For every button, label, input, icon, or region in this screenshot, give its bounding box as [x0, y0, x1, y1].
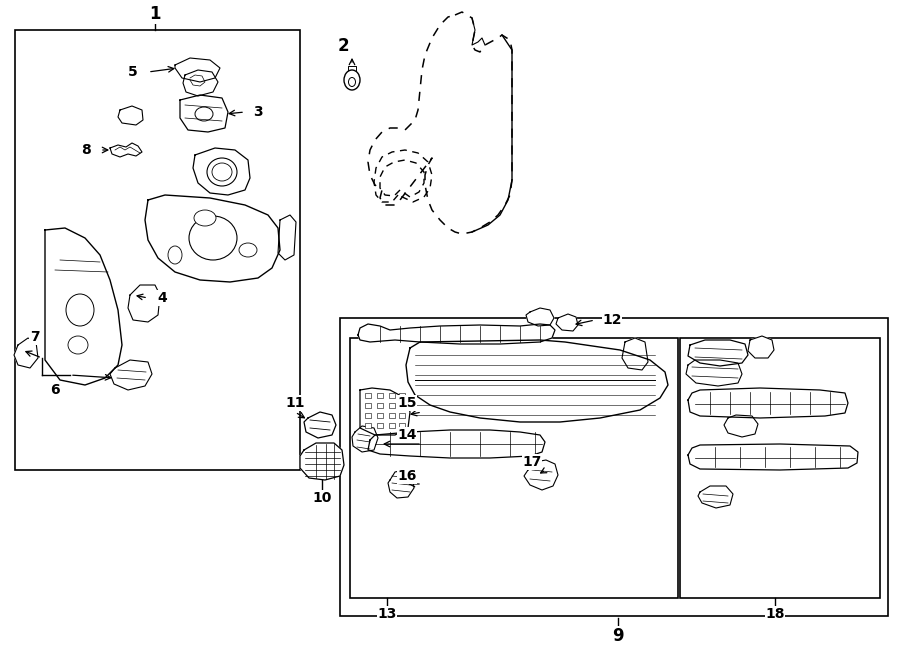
Ellipse shape [189, 216, 237, 260]
Text: 16: 16 [397, 469, 417, 483]
Bar [377, 403, 383, 408]
Polygon shape [278, 215, 296, 260]
Bar [365, 403, 371, 408]
Polygon shape [698, 486, 733, 508]
Bar [389, 403, 395, 408]
Bar [399, 423, 405, 428]
Bar [399, 413, 405, 418]
Polygon shape [300, 443, 344, 480]
Polygon shape [688, 340, 748, 366]
Bar [399, 393, 405, 398]
Polygon shape [686, 360, 742, 386]
Ellipse shape [207, 158, 237, 186]
Ellipse shape [168, 246, 182, 264]
Text: 6: 6 [50, 383, 59, 397]
Text: 18: 18 [765, 607, 785, 621]
Bar [389, 423, 395, 428]
Polygon shape [45, 228, 122, 385]
Text: 9: 9 [612, 627, 624, 645]
Polygon shape [406, 340, 668, 422]
Bar [15, 30, 300, 470]
Ellipse shape [212, 163, 232, 181]
Bar [399, 403, 405, 408]
Polygon shape [688, 388, 848, 418]
Text: 7: 7 [31, 330, 40, 344]
Text: 12: 12 [602, 313, 622, 327]
Polygon shape [128, 285, 160, 322]
Bar [365, 393, 371, 398]
Bar [365, 413, 371, 418]
Ellipse shape [239, 243, 257, 257]
Text: 15: 15 [397, 396, 417, 410]
Bar [389, 413, 395, 418]
Polygon shape [524, 460, 558, 490]
Text: 1: 1 [149, 5, 161, 23]
Ellipse shape [66, 294, 94, 326]
Polygon shape [118, 106, 143, 125]
Polygon shape [183, 70, 218, 96]
Polygon shape [175, 58, 220, 82]
Polygon shape [748, 336, 774, 358]
Polygon shape [622, 338, 648, 370]
Polygon shape [556, 314, 578, 331]
Ellipse shape [195, 107, 213, 121]
Bar [680, 338, 880, 598]
Polygon shape [145, 195, 280, 282]
Ellipse shape [194, 210, 216, 226]
Bar [340, 318, 888, 616]
Polygon shape [388, 470, 414, 498]
Polygon shape [368, 430, 545, 458]
Text: 11: 11 [285, 396, 305, 410]
Ellipse shape [348, 77, 356, 87]
Text: 3: 3 [253, 105, 263, 119]
Polygon shape [360, 388, 410, 435]
Bar [377, 413, 383, 418]
Polygon shape [180, 95, 228, 132]
Ellipse shape [68, 336, 88, 354]
Text: 13: 13 [377, 607, 397, 621]
Bar [365, 423, 371, 428]
Polygon shape [14, 338, 38, 368]
Text: 17: 17 [522, 455, 542, 469]
Text: 2: 2 [338, 37, 349, 55]
Text: 8: 8 [81, 143, 91, 157]
Polygon shape [110, 143, 142, 157]
Bar [377, 423, 383, 428]
Text: 14: 14 [397, 428, 417, 442]
Bar [350, 338, 678, 598]
Bar [377, 393, 383, 398]
Ellipse shape [344, 70, 360, 90]
Text: 10: 10 [312, 491, 332, 505]
Text: 5: 5 [128, 65, 138, 79]
Text: 4: 4 [158, 291, 166, 305]
Polygon shape [193, 148, 250, 195]
Polygon shape [724, 415, 758, 437]
Polygon shape [526, 308, 554, 326]
Polygon shape [110, 360, 152, 390]
Polygon shape [352, 426, 378, 452]
Polygon shape [304, 412, 336, 438]
Bar [389, 393, 395, 398]
Polygon shape [688, 444, 858, 470]
Polygon shape [358, 324, 555, 344]
